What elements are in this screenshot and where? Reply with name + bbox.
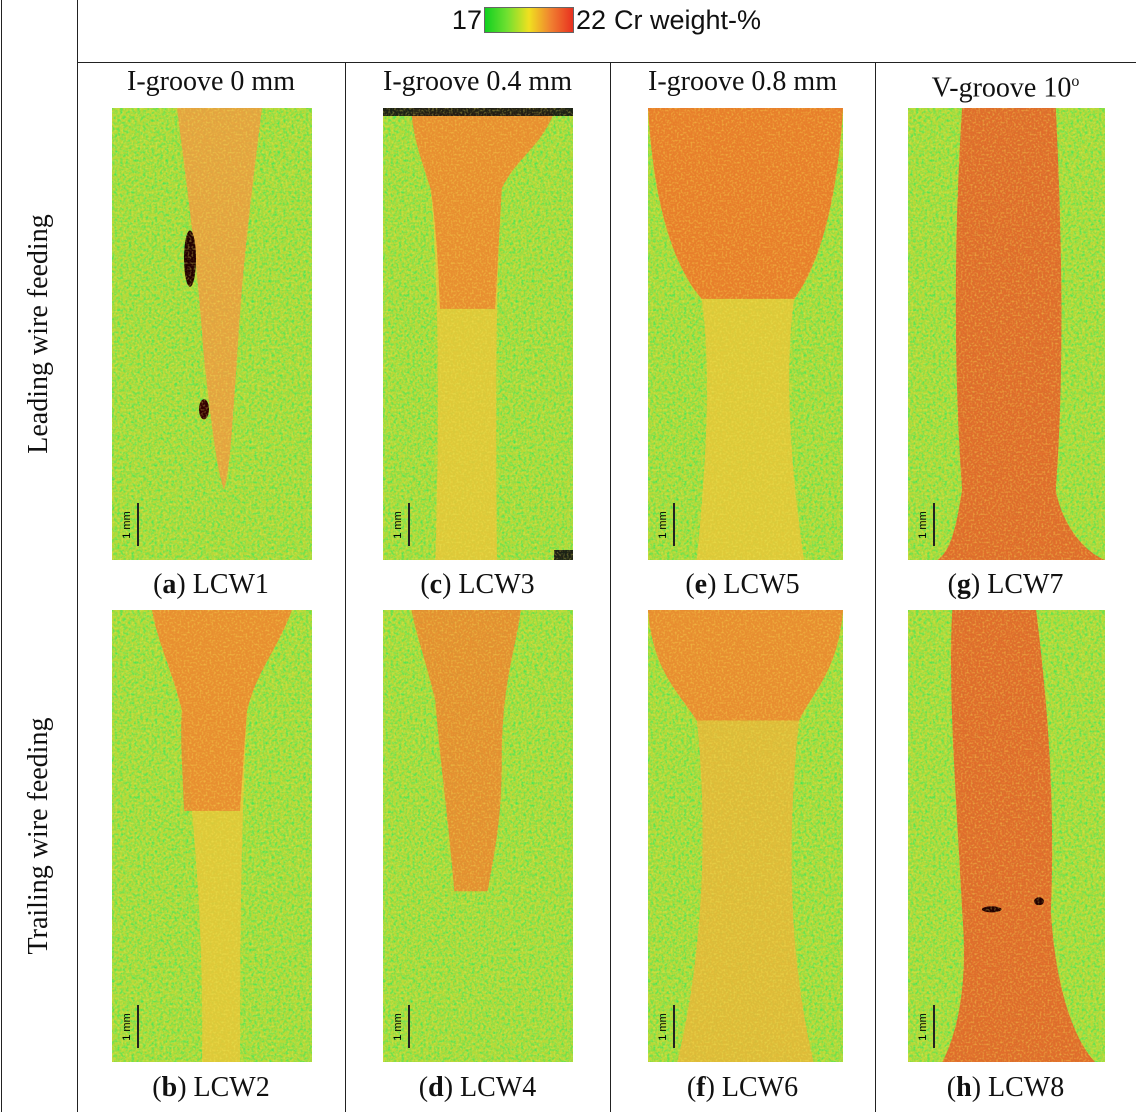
column-header-text: I-groove 0.8 mm	[648, 66, 837, 97]
column-header-text: I-groove 0 mm	[127, 66, 295, 97]
caption: (d) LCW4	[345, 1068, 610, 1108]
column-header-text: I-groove 0.4 mm	[383, 66, 572, 97]
caption-part: (	[947, 569, 957, 600]
caption-part: (	[946, 1072, 957, 1103]
texture	[648, 610, 843, 1062]
caption-part: a	[162, 569, 177, 600]
scale-bar: 1 mm	[392, 1005, 410, 1048]
legend-label: Cr weight-%	[614, 4, 762, 35]
micrograph	[908, 108, 1105, 560]
caption-part: (	[418, 1072, 429, 1103]
texture	[383, 610, 573, 1062]
texture	[112, 610, 312, 1062]
caption-part: (	[153, 569, 163, 600]
caption-part: (	[152, 1072, 162, 1103]
caption-part: g	[956, 569, 971, 600]
scale-label: 1 mm	[657, 511, 669, 539]
border	[77, 62, 1136, 63]
caption-part: ) LCW7	[970, 569, 1064, 600]
border	[1, 0, 2, 1112]
scale-bar: 1 mm	[121, 503, 139, 546]
column-header-text: V-groove 10	[931, 72, 1072, 104]
column-header: I-groove 0.4 mm	[345, 62, 610, 102]
caption: (g) LCW7	[875, 565, 1136, 605]
caption-part: b	[161, 1072, 178, 1103]
caption-part: (	[685, 569, 695, 600]
caption: (h) LCW8	[875, 1068, 1136, 1108]
caption-part: ) LCW4	[443, 1072, 537, 1103]
texture	[112, 108, 312, 560]
scale-bar: 1 mm	[917, 503, 935, 546]
scale-label: 1 mm	[917, 1013, 929, 1041]
micrograph	[383, 108, 573, 560]
caption-part: (	[420, 569, 430, 600]
caption: (c) LCW3	[345, 565, 610, 605]
caption-part: e	[694, 569, 708, 600]
caption-part: c	[429, 569, 443, 600]
micrograph	[648, 108, 843, 560]
texture	[908, 610, 1105, 1062]
texture	[648, 108, 843, 560]
scale-bar: 1 mm	[121, 1005, 139, 1048]
caption-part: f	[696, 1072, 706, 1103]
caption: (e) LCW5	[610, 565, 875, 605]
scale-bar: 1 mm	[657, 503, 675, 546]
texture	[383, 108, 573, 560]
legend-max: 22	[575, 4, 607, 35]
scale-label: 1 mm	[392, 1013, 404, 1041]
border	[610, 62, 611, 1112]
caption-part: ) LCW3	[442, 569, 535, 600]
scale-label: 1 mm	[917, 511, 929, 539]
column-header: V-groove 10o	[875, 62, 1136, 104]
color-legend: 17 22 Cr weight-%	[77, 0, 1136, 40]
scale-label: 1 mm	[657, 1013, 669, 1041]
scale-label: 1 mm	[121, 1013, 133, 1041]
micrograph	[908, 610, 1105, 1062]
caption-part: (	[686, 1072, 697, 1103]
border	[345, 62, 346, 1112]
column-header: I-groove 0.8 mm	[610, 62, 875, 102]
scale-label: 1 mm	[392, 511, 404, 539]
border	[875, 62, 876, 1112]
border	[77, 0, 78, 1112]
caption-part: h	[956, 1072, 972, 1103]
caption-part: ) LCW8	[971, 1072, 1065, 1103]
color-bar	[483, 7, 574, 33]
legend-min: 17	[451, 4, 482, 35]
micrograph	[383, 610, 573, 1062]
caption: (a) LCW1	[77, 565, 345, 605]
micrograph	[112, 610, 312, 1062]
texture	[908, 108, 1105, 560]
caption: (b) LCW2	[77, 1068, 345, 1108]
scale-bar: 1 mm	[392, 503, 410, 546]
row-label: Leading wire feeding	[23, 214, 54, 454]
row-label: Trailing wire feeding	[23, 717, 54, 955]
column-header-sup: o	[1071, 73, 1080, 90]
caption-part: d	[428, 1072, 444, 1103]
caption-part: ) LCW6	[705, 1072, 799, 1103]
scale-bar: 1 mm	[917, 1005, 935, 1048]
micrograph	[648, 610, 843, 1062]
micrograph	[112, 108, 312, 560]
caption: (f) LCW6	[610, 1068, 875, 1108]
scale-bar: 1 mm	[657, 1005, 675, 1048]
scale-label: 1 mm	[121, 511, 133, 539]
column-header: I-groove 0 mm	[77, 62, 345, 102]
caption-part: ) LCW5	[707, 569, 800, 600]
caption-part: ) LCW2	[177, 1072, 270, 1103]
caption-part: ) LCW1	[176, 569, 269, 600]
